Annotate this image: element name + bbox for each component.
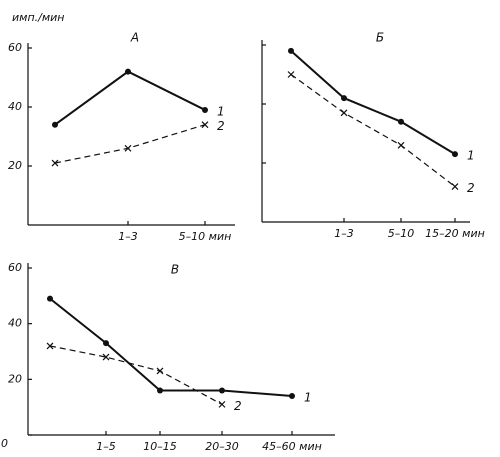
point [219, 387, 225, 394]
x-tick-label: 20–30 [205, 440, 239, 453]
point [341, 95, 347, 102]
series-line [290, 74, 456, 188]
series-label: 1 [217, 104, 225, 118]
point [452, 151, 458, 158]
y-tick-label: 20 [8, 372, 22, 385]
point [47, 295, 53, 302]
x-tick-label: 5–10 [388, 227, 415, 240]
series-line [49, 345, 223, 405]
x-tick-label: 1–5 [96, 440, 116, 453]
y-tick-label: 20 [8, 159, 22, 172]
x-tick-label: 1–3 [118, 230, 138, 243]
point [46, 342, 54, 350]
x-tick-label: 10–15 [143, 440, 177, 453]
series-label: 1 [467, 149, 475, 163]
series-line [290, 50, 456, 156]
y-axis-label: имп./мин [12, 11, 64, 24]
x-tick-label: 1–3 [334, 227, 354, 240]
y-tick-label: 60 [8, 261, 22, 274]
series-line [54, 70, 206, 126]
point [340, 109, 348, 117]
series-label: 1 [304, 391, 312, 405]
point [124, 144, 132, 152]
point [103, 340, 109, 347]
point [125, 68, 131, 75]
point [288, 47, 294, 54]
series-line [54, 124, 206, 164]
y-tick-label: 0 [1, 437, 8, 450]
point [398, 118, 404, 125]
x-tick-label: 15–20 мин [425, 227, 485, 240]
point [52, 121, 58, 128]
series-label: 2 [217, 119, 225, 133]
point [397, 141, 405, 149]
x-tick-label: 5–10 мин [179, 230, 232, 243]
point [156, 367, 164, 375]
point [218, 400, 226, 408]
y-tick-label: 60 [8, 41, 22, 54]
point [102, 353, 110, 361]
point [157, 387, 163, 394]
y-tick-label: 40 [8, 100, 22, 113]
point [201, 121, 209, 129]
point [51, 159, 59, 167]
panel-title: Б [376, 31, 384, 45]
series-label: 2 [467, 181, 475, 195]
panel-title: В [171, 263, 179, 277]
series-line [49, 297, 293, 398]
panel-title: А [130, 31, 139, 45]
point [289, 393, 295, 400]
point [287, 71, 295, 78]
y-tick-label: 40 [8, 317, 22, 330]
point [451, 183, 459, 191]
series-label: 2 [234, 399, 242, 413]
point [202, 106, 208, 113]
x-tick-label: 45–60 мин [262, 440, 322, 453]
